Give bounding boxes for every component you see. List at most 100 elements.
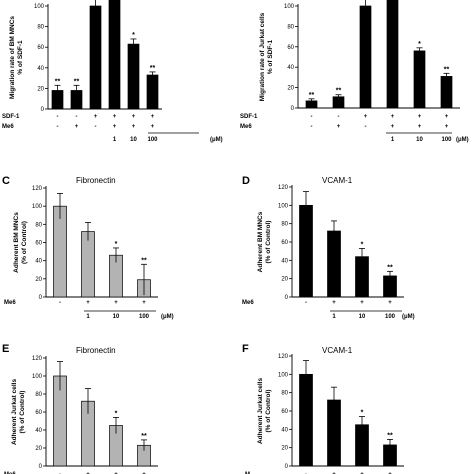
significance-mark: ** <box>150 65 156 72</box>
condition-sign: - <box>365 124 367 130</box>
y-tick-label: 40 <box>37 66 44 72</box>
y-tick-label: 0 <box>285 295 289 301</box>
condition-row-label: Me6 <box>240 124 252 130</box>
panel-letter: E <box>2 343 9 355</box>
y-tick-label: 100 <box>34 4 45 10</box>
dose-label: 100 <box>385 314 396 320</box>
y-tick-label: 80 <box>287 24 294 30</box>
significance-mark: ** <box>309 92 315 99</box>
dose-label: 10 <box>130 137 137 143</box>
y-tick-label: 0 <box>41 107 45 113</box>
y-tick-label: 20 <box>35 446 42 452</box>
dose-label: 1 <box>86 314 90 320</box>
dose-unit: (μM) <box>161 314 174 320</box>
y-axis-label-line: Adherent Jurkat cells <box>257 378 264 444</box>
y-tick-label: 100 <box>278 203 289 209</box>
y-tick-label: 100 <box>278 372 289 378</box>
condition-sign: + <box>388 472 392 474</box>
condition-sign: - <box>95 124 97 130</box>
y-tick-label: 0 <box>291 106 295 112</box>
condition-sign: + <box>114 300 118 306</box>
y-axis-label-line: Adherent BM MNCs <box>13 212 20 273</box>
significance-mark: ** <box>74 78 80 85</box>
condition-sign: + <box>86 300 90 306</box>
condition-sign: - <box>305 472 307 474</box>
y-tick-label: 60 <box>281 409 288 415</box>
y-tick-label: 80 <box>35 222 42 228</box>
y-tick-label: 0 <box>39 464 43 470</box>
y-tick-label: 80 <box>37 25 44 31</box>
dose-unit: (μM) <box>456 137 469 143</box>
y-tick-label: 40 <box>281 258 288 264</box>
y-tick-label: 20 <box>287 86 294 92</box>
y-tick-label: 60 <box>281 240 288 246</box>
y-tick-label: 100 <box>284 4 295 10</box>
dose-unit: (μM) <box>210 137 223 143</box>
condition-sign: + <box>360 300 364 306</box>
significance-mark: * <box>361 241 364 248</box>
significance-mark: ** <box>141 433 147 440</box>
y-tick-label: 60 <box>37 45 44 51</box>
y-tick-label: 20 <box>35 277 42 283</box>
bar <box>53 205 67 298</box>
y-tick-label: 20 <box>281 446 288 452</box>
y-tick-label: 80 <box>281 391 288 397</box>
significance-mark: ** <box>55 78 61 85</box>
significance-mark: ** <box>444 66 450 73</box>
chart-panel-b: 0 20 40 60 80 100 Migration rate of Jurkat cel… <box>240 0 469 143</box>
chart-title: Fibronectin <box>76 346 116 355</box>
chart-panel-c: C Fibronectin 0 20 40 60 80 100 120 Adherent BM M… <box>2 175 174 320</box>
condition-sign: + <box>86 472 90 474</box>
y-axis-label: Adherent Jurkat cells(% of Control) <box>257 378 272 444</box>
dose-label: 100 <box>147 137 158 143</box>
bar <box>440 76 453 109</box>
chart-panel-f: F VCAM-1 0 20 40 60 80 100 120 Adherent Jurkat ce… <box>242 343 404 474</box>
dose-label: 10 <box>416 137 423 143</box>
condition-sign: + <box>132 114 136 120</box>
y-tick-label: 60 <box>35 241 42 247</box>
condition-row-label: SDF-1 <box>2 114 20 120</box>
significance-mark: * <box>115 410 118 417</box>
significance-mark: ** <box>141 257 147 264</box>
condition-sign: + <box>445 114 449 120</box>
dose-unit: (μM) <box>402 314 415 320</box>
dose-label: 100 <box>441 137 452 143</box>
significance-mark: ** <box>387 432 393 439</box>
panel-letter: F <box>242 343 249 355</box>
significance-mark: * <box>115 241 118 248</box>
y-tick-label: 120 <box>32 356 43 362</box>
chart-title: VCAM-1 <box>322 346 353 355</box>
dose-label: 1 <box>332 314 336 320</box>
condition-sign: + <box>388 300 392 306</box>
y-axis-label-line: % of SDF-1 <box>17 40 24 75</box>
chart-title: Fibronectin <box>76 176 116 185</box>
y-tick-label: 40 <box>281 427 288 433</box>
condition-row-label: Me6 <box>4 472 16 474</box>
dose-label: 1 <box>113 137 117 143</box>
y-axis-label: Adherent BM MNCs(% of Control) <box>257 211 272 272</box>
condition-sign: + <box>151 114 155 120</box>
y-axis-label-line: (% of Control) <box>21 221 28 264</box>
condition-sign: + <box>391 114 395 120</box>
chart-panel-a: 0 20 40 60 80 100 Migration rate of BM MNCs% o… <box>2 0 223 143</box>
condition-sign: + <box>364 114 368 120</box>
condition-sign: + <box>113 114 117 120</box>
y-tick-label: 100 <box>32 374 43 380</box>
condition-sign: + <box>142 300 146 306</box>
condition-sign: + <box>332 472 336 474</box>
condition-sign: - <box>311 124 313 130</box>
panel-letter: D <box>242 175 250 187</box>
condition-sign: + <box>142 472 146 474</box>
y-axis-label-line: Migration rate of Jurkat cells <box>259 12 266 101</box>
significance-mark: ** <box>336 88 342 95</box>
dose-label: 10 <box>113 314 120 320</box>
condition-sign: + <box>418 124 422 130</box>
y-axis-label-line: (% of Control) <box>265 390 272 433</box>
condition-sign: - <box>305 300 307 306</box>
condition-sign: + <box>114 472 118 474</box>
y-axis-label: Adherent Jurkat cells(% of Control) <box>11 379 26 445</box>
y-axis-label-line: % of SDF-1 <box>267 39 274 74</box>
condition-sign: + <box>337 124 341 130</box>
y-tick-label: 60 <box>287 45 294 51</box>
y-tick-label: 120 <box>278 185 289 191</box>
